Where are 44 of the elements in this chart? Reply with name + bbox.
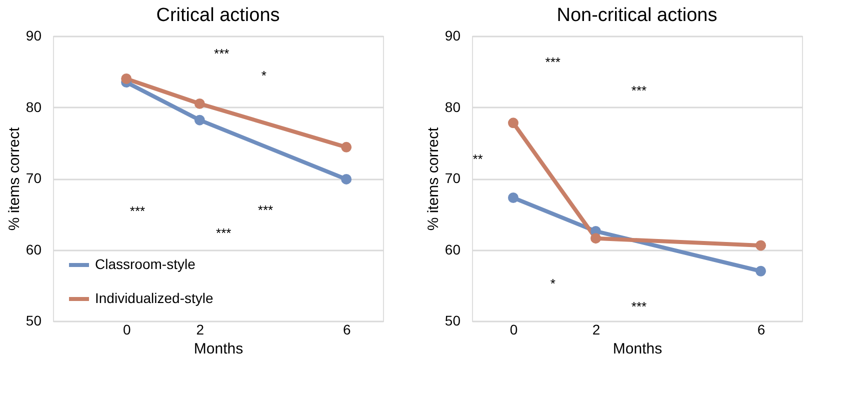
- y-tick-label: 70: [444, 170, 461, 186]
- point: [194, 98, 205, 109]
- annotation: *: [261, 68, 266, 83]
- x-tick-label: 6: [342, 322, 351, 338]
- point: [121, 74, 132, 84]
- annotation: *: [550, 276, 556, 291]
- x-tick-label: 6: [757, 322, 766, 338]
- point: [756, 240, 766, 251]
- x-tick-label: 0: [122, 322, 131, 338]
- x-tick-label: 2: [592, 322, 600, 338]
- legend-label: Classroom-style: [95, 256, 196, 272]
- y-tick-label: 70: [26, 170, 42, 186]
- annotation: ***: [214, 46, 230, 61]
- annotation: ***: [631, 298, 647, 314]
- x-axis-title: Months: [612, 340, 662, 358]
- annotation: ***: [545, 54, 560, 70]
- y-tick-label: 90: [444, 28, 461, 44]
- annotation: **: [472, 151, 483, 166]
- y-tick-label: 60: [26, 241, 42, 258]
- annotation: ***: [631, 82, 647, 98]
- x-axis-title: Months: [194, 340, 244, 358]
- point: [508, 118, 518, 128]
- point: [341, 174, 352, 184]
- x-tick-label: 2: [196, 322, 204, 338]
- point: [341, 142, 352, 152]
- y-tick-label: 80: [444, 98, 461, 115]
- annotation: ***: [130, 203, 146, 218]
- y-tick-label: 60: [444, 241, 461, 258]
- y-tick-label: 90: [26, 28, 42, 44]
- legend-label: Individualized-style: [95, 290, 214, 306]
- annotation: ***: [258, 202, 274, 218]
- y-axis-title: % items correct: [6, 126, 23, 231]
- point: [194, 114, 205, 126]
- chart-title: Non-critical actions: [556, 5, 718, 26]
- point: [508, 192, 518, 203]
- y-tick-label: 50: [26, 312, 42, 328]
- annotation: ***: [216, 225, 232, 240]
- x-tick-label: 0: [510, 322, 518, 338]
- point: [590, 233, 601, 244]
- y-axis-title: % items correct: [424, 126, 442, 231]
- point: [756, 266, 766, 276]
- y-tick-label: 80: [26, 98, 42, 115]
- chart-title: Critical actions: [156, 5, 280, 26]
- y-tick-label: 50: [444, 312, 461, 328]
